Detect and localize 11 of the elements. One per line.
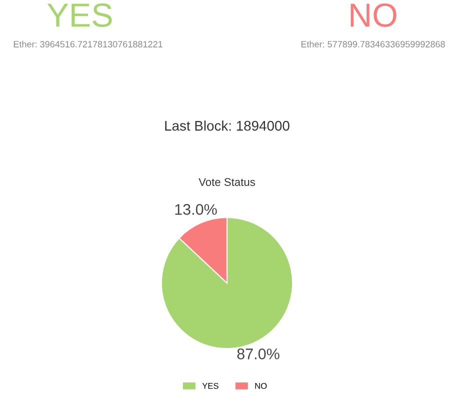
pie-slice [160,216,294,350]
chart-title: Vote Status [198,178,256,186]
legend-label: NO [255,382,267,389]
text: Ether: 3964516.72178130761881221 [14,40,162,48]
data-label: 87.0% [237,348,280,360]
text: Ether: 577899.78346336959992868 [301,40,445,48]
text: Last Block: 1894000 [165,120,290,131]
data-label: 13.0% [175,204,217,215]
legend-label: YES [202,382,218,389]
text: NO [350,3,396,27]
text: YES [47,3,112,27]
